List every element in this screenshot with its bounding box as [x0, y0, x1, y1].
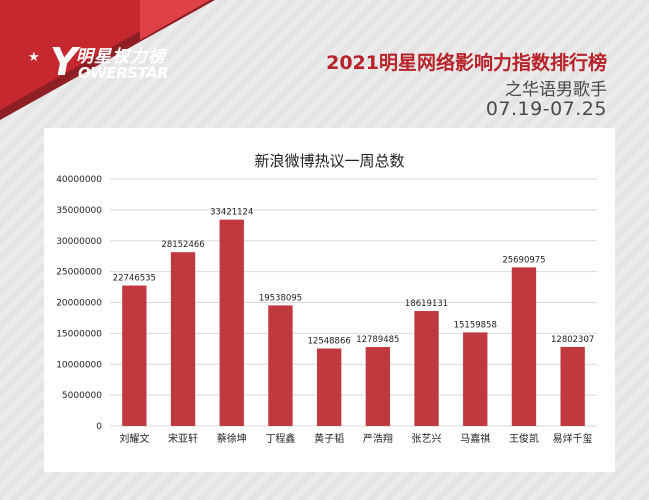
brand-logo: ★ Y 明星权力榜 OWERSTAR [24, 38, 214, 88]
x-tick-label: 黄子韬 [314, 432, 344, 445]
bar [511, 267, 537, 426]
x-tick-label: 刘耀文 [119, 432, 149, 445]
y-tick-label: 15000000 [56, 329, 102, 339]
date-range: 07.19-07.25 [485, 98, 607, 120]
data-label: 12548866 [308, 337, 351, 347]
star-icon: ★ [28, 50, 40, 65]
bar [560, 346, 585, 426]
bar [268, 305, 293, 426]
page-subtitle: 之华语男歌手 [505, 80, 607, 100]
y-tick-label: 25000000 [56, 268, 102, 278]
bar [170, 252, 196, 426]
logo-text-cn: 明星权力榜 [76, 47, 166, 67]
y-tick-label: 0 [96, 422, 102, 432]
data-label: 19538095 [259, 293, 302, 303]
x-tick-label: 蔡徐坤 [217, 432, 247, 445]
y-tick-label: 10000000 [56, 360, 102, 370]
x-tick-label: 王俊凯 [509, 432, 539, 445]
data-label: 25690975 [502, 255, 545, 265]
page-title: 2021明星网络影响力指数排行榜 [326, 52, 607, 74]
x-tick-label: 丁程鑫 [265, 432, 295, 445]
x-tick-label: 易烊千玺 [553, 432, 593, 445]
bar [316, 348, 342, 426]
chart-title: 新浪微博热议一周总数 [254, 152, 405, 170]
bar-chart: 0 5000000 10000000 15000000 20000000 25000000… [56, 175, 597, 445]
data-label: 18619131 [405, 299, 448, 309]
bar [122, 285, 147, 426]
data-label: 15159858 [454, 320, 497, 330]
data-label: 12802307 [551, 335, 594, 345]
y-tick-label: 20000000 [56, 299, 102, 309]
data-label: 22746535 [113, 274, 156, 284]
logo-mark: Y [50, 40, 78, 84]
corner-banner-highlight [140, 0, 210, 40]
bar [414, 311, 439, 426]
y-tick-label: 40000000 [56, 175, 102, 185]
x-tick-label: 马嘉祺 [460, 432, 490, 445]
x-tick-label: 宋亚轩 [168, 432, 198, 445]
y-tick-label: 30000000 [56, 237, 102, 247]
bar [365, 347, 391, 426]
data-label: 28152466 [161, 240, 204, 250]
bar [219, 219, 244, 426]
data-label: 12789485 [356, 335, 399, 345]
x-tick-label: 张艺兴 [412, 433, 442, 445]
bar [463, 332, 488, 426]
y-tick-label: 5000000 [62, 391, 102, 401]
x-tick-label: 严浩翔 [363, 432, 393, 445]
y-tick-label: 35000000 [56, 206, 102, 216]
logo-text-en: OWERSTAR [78, 64, 169, 82]
chart-panel: 新浪微博热议一周总数 0 5000000 10000000 15000000 20000… [44, 128, 615, 472]
data-label: 33421124 [210, 208, 253, 218]
